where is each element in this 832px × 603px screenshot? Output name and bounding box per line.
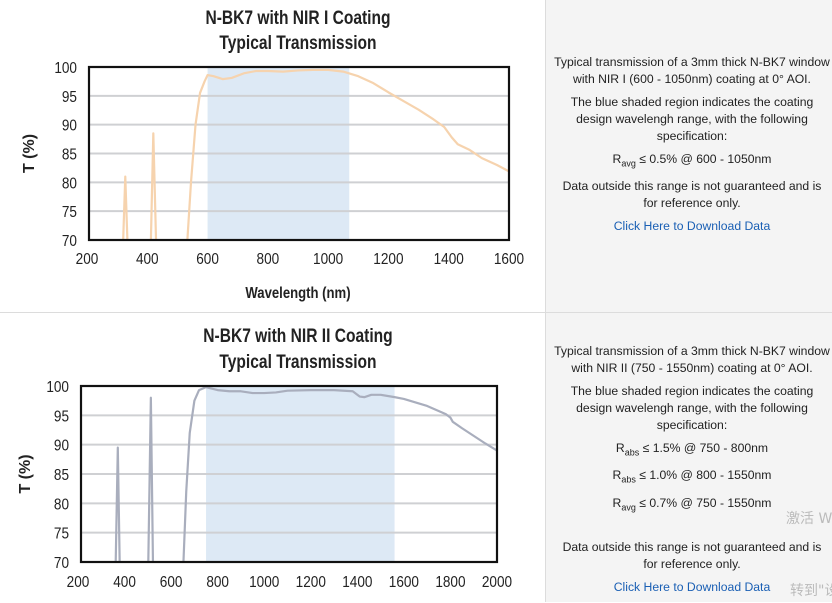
- x-tick-label: 1000: [313, 251, 343, 268]
- activation-watermark: 转到"设: [790, 583, 832, 599]
- y-axis-label: T (%): [21, 134, 38, 173]
- disclaimer: Data outside this range is not guarantee…: [562, 540, 822, 572]
- y-tick-label: 70: [54, 555, 69, 572]
- y-tick-label: 70: [62, 233, 77, 250]
- y-tick-label: 90: [54, 438, 69, 455]
- download-data-link[interactable]: Click Here to Download Data: [613, 580, 771, 595]
- chart-subtitle: Typical Transmission: [219, 351, 376, 373]
- plot-frame: [79, 384, 499, 564]
- transmission-line: [182, 386, 498, 563]
- info-cell-nir-1: Typical transmission of a 3mm thick N-BK…: [546, 0, 832, 312]
- x-tick-label: 800: [257, 251, 280, 268]
- x-tick-label: 400: [136, 251, 159, 268]
- y-tick-label: 85: [54, 467, 69, 484]
- x-tick-label: 1400: [342, 574, 372, 591]
- spec-text: ≤ 1.5% @ 750 - 800nm: [639, 441, 769, 455]
- transmission-line: [122, 175, 129, 241]
- chart-cell-nir-1: N-BK7 with NIR I Coating Typical Transmis…: [0, 0, 546, 312]
- y-tick-label: 75: [62, 204, 77, 221]
- y-tick-label: 95: [62, 89, 77, 106]
- x-tick-label: 1200: [296, 574, 326, 591]
- download-data-link[interactable]: Click Here to Download Data: [613, 219, 771, 234]
- x-tick-label: 200: [76, 251, 99, 268]
- x-tick-label: 600: [196, 251, 219, 268]
- shading-note: The blue shaded region indicates the coa…: [570, 384, 814, 432]
- y-tick-label: 80: [54, 496, 69, 513]
- info-cell-nir-2: Typical transmission of a 3mm thick N-BK…: [546, 313, 832, 602]
- x-tick-label: 2000: [482, 574, 512, 591]
- y-tick-label: 80: [62, 175, 77, 192]
- transmission-line: [149, 132, 158, 241]
- x-tick-label: 1400: [434, 251, 464, 268]
- spec-text: ≤ 1.0% @ 800 - 1550nm: [635, 468, 772, 483]
- activation-watermark: 激活 W: [786, 511, 832, 527]
- spec-symbol: R: [612, 468, 622, 483]
- transmission-chart-nir-2: N-BK7 with NIR II Coating Typical Transmi…: [17, 325, 512, 592]
- transmission-line: [186, 68, 510, 241]
- spec-symbol: R: [612, 152, 622, 166]
- spec-text: ≤ 0.7% @ 750 - 1550nm: [635, 495, 772, 510]
- spec-line: Ravg ≤ 0.7% @ 750 - 1550nm: [554, 495, 830, 516]
- chart-row-nir-1: N-BK7 with NIR I Coating Typical Transmis…: [0, 0, 832, 312]
- x-tick-label: 1600: [494, 251, 524, 268]
- chart-row-nir-2: N-BK7 with NIR II Coating Typical Transmi…: [0, 312, 832, 602]
- x-tick-label: 1000: [249, 574, 279, 591]
- transmission-chart-nir-1: N-BK7 with NIR I Coating Typical Transmis…: [21, 7, 524, 303]
- x-tick-label: 600: [160, 574, 183, 591]
- y-axis-label: T (%): [17, 454, 34, 493]
- spec-line: Ravg ≤ 0.5% @ 600 - 1050nm: [554, 151, 830, 172]
- info-text-nir-1: Typical transmission of a 3mm thick N-BK…: [554, 54, 830, 241]
- chart-title: N-BK7 with NIR II Coating: [203, 325, 392, 347]
- plot-frame: [87, 65, 511, 242]
- x-tick-label: 800: [206, 574, 229, 591]
- y-tick-label: 85: [62, 147, 77, 164]
- y-tick-label: 100: [54, 60, 77, 77]
- y-tick-label: 95: [54, 408, 69, 425]
- spec-line: Rabs ≤ 1.0% @ 800 - 1550nm: [554, 467, 830, 488]
- shading-note: The blue shaded region indicates the coa…: [570, 95, 814, 143]
- y-tick-label: 75: [54, 526, 69, 543]
- disclaimer: Data outside this range is not guarantee…: [562, 179, 822, 211]
- x-tick-label: 200: [67, 574, 90, 591]
- spec-text: ≤ 0.5% @ 600 - 1050nm: [635, 152, 772, 166]
- y-tick-label: 90: [62, 118, 77, 135]
- info-text-nir-2: Typical transmission of a 3mm thick N-BK…: [554, 343, 830, 602]
- x-tick-label: 400: [113, 574, 136, 591]
- x-tick-label: 1200: [373, 251, 403, 268]
- spec-subscript: abs: [621, 474, 636, 485]
- transmission-line: [114, 446, 121, 563]
- spec-subscript: avg: [621, 158, 636, 169]
- x-tick-label: 1600: [389, 574, 419, 591]
- spec-line: Rabs ≤ 1.5% @ 750 - 800nm: [554, 440, 830, 461]
- chart-title: N-BK7 with NIR I Coating: [205, 7, 390, 29]
- chart-subtitle: Typical Transmission: [219, 32, 376, 54]
- spec-symbol: R: [615, 441, 625, 455]
- transmission-line: [147, 396, 155, 563]
- x-axis-label: Wavelength (nm): [245, 285, 350, 302]
- spec-subscript: abs: [624, 447, 640, 458]
- spec-symbol: R: [612, 495, 622, 510]
- y-tick-label: 100: [46, 379, 69, 396]
- description: Typical transmission of a 3mm thick N-BK…: [554, 344, 830, 375]
- spec-subscript: avg: [621, 502, 636, 513]
- description: Typical transmission of a 3mm thick N-BK…: [554, 55, 830, 86]
- x-tick-label: 1800: [435, 574, 465, 591]
- chart-cell-nir-2: N-BK7 with NIR II Coating Typical Transmi…: [0, 313, 546, 602]
